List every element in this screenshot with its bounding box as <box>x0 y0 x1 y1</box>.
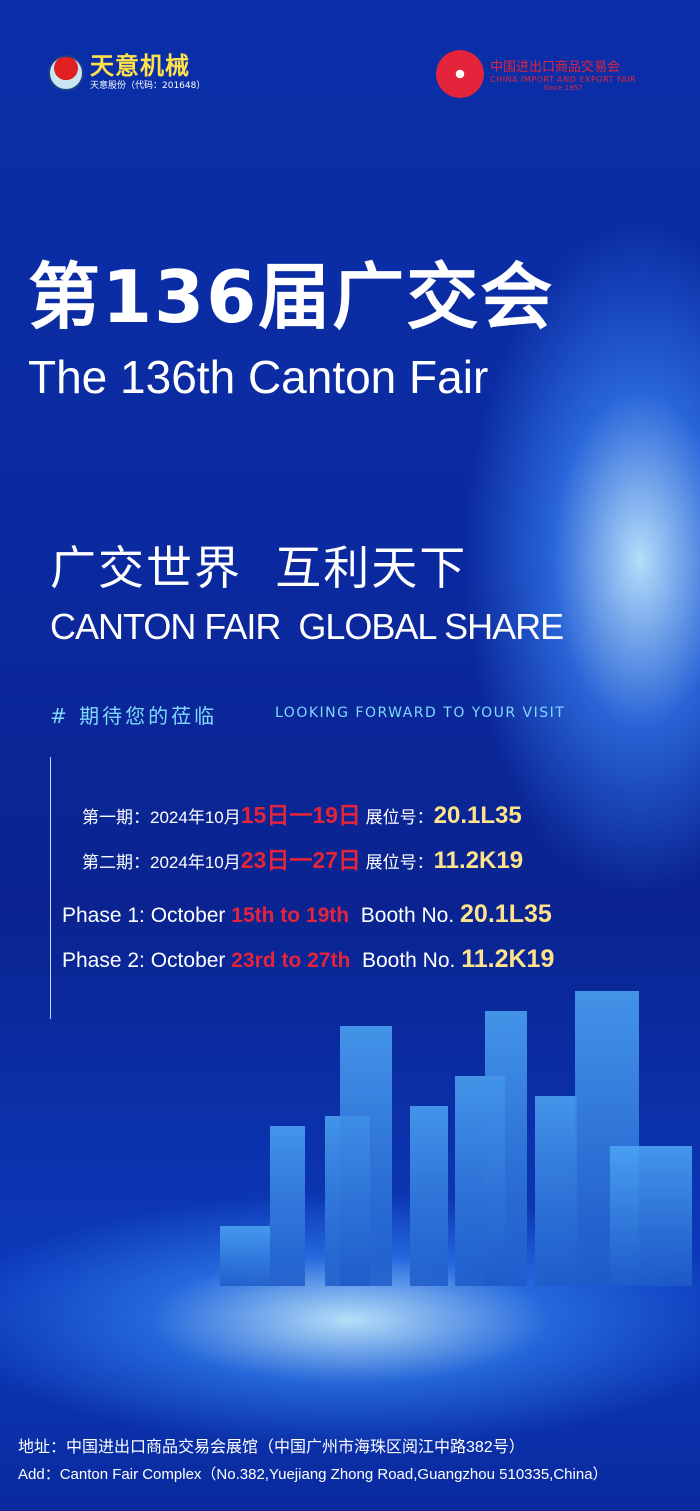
booth-label: 展位号： <box>360 853 434 872</box>
phase-cn-2: 第二期：2024年10月23日一27日 展位号：11.2K19 <box>82 841 523 875</box>
divider <box>50 757 51 1019</box>
building <box>270 1126 305 1286</box>
booth-label: 展位号： <box>360 808 434 827</box>
label: 第二期：2024年10月 <box>82 853 241 872</box>
address-cn: 地址：中国进出口商品交易会展馆（中国广州市海珠区阅江中路382号） <box>18 1439 525 1456</box>
brand-sub: 天意股份（代码：201648） <box>90 81 206 91</box>
booth-label: Booth No. <box>350 949 462 972</box>
tagline-cn: # 期待您的莅临 <box>50 704 218 728</box>
label: 第一期：2024年10月 <box>82 808 241 827</box>
booth: 20.1L35 <box>460 900 552 928</box>
phase-en-2: Phase 2: October 23rd to 27th Booth No. … <box>62 945 554 974</box>
tianyi-logo-icon <box>48 54 84 91</box>
booth: 11.2K19 <box>433 847 524 874</box>
fair-since: Since 1957 <box>543 84 583 92</box>
canton-flower-icon <box>436 50 484 98</box>
label: Phase 1: October <box>62 904 232 927</box>
dates: 23日一27日 <box>240 847 361 873</box>
dates: 15日一19日 <box>240 802 361 828</box>
phase-cn-1: 第一期：2024年10月15日一19日 展位号：20.1L35 <box>82 796 522 830</box>
dates: 23rd to 27th <box>231 949 351 972</box>
building <box>485 1011 527 1286</box>
booth: 20.1L35 <box>433 802 522 829</box>
slogan-cn: 广交世界 互利天下 <box>50 541 468 595</box>
brand-name: 天意机械 <box>90 52 190 80</box>
fair-name-cn: 中国进出口商品交易会 <box>490 60 621 75</box>
building <box>220 1226 270 1286</box>
canton-fair-logo: 中国进出口商品交易会 CHINA IMPORT AND EXPORT FAIR … <box>436 50 636 98</box>
fair-name-en: CHINA IMPORT AND EXPORT FAIR <box>490 75 637 84</box>
building <box>610 1146 692 1286</box>
building <box>535 1096 577 1286</box>
building <box>410 1106 448 1286</box>
slogan-en: CANTON FAIR GLOBAL SHARE <box>50 606 564 647</box>
title-en: The 136th Canton Fair <box>28 351 489 403</box>
dates: 15th to 19th <box>231 904 350 927</box>
phase-en-1: Phase 1: October 15th to 19th Booth No. … <box>62 900 552 929</box>
tagline-en: LOOKING FORWARD TO YOUR VISIT <box>275 705 566 721</box>
address-en: Add：Canton Fair Complex（No.382,Yuejiang … <box>18 1466 608 1483</box>
booth: 11.2K19 <box>461 945 555 973</box>
title-cn: 第136届广交会 <box>28 255 555 339</box>
label: Phase 2: October <box>62 949 232 972</box>
tianyi-logo: 天意机械 天意股份（代码：201648） <box>48 54 205 91</box>
building <box>340 1026 392 1286</box>
booth-label: Booth No. <box>349 904 461 927</box>
